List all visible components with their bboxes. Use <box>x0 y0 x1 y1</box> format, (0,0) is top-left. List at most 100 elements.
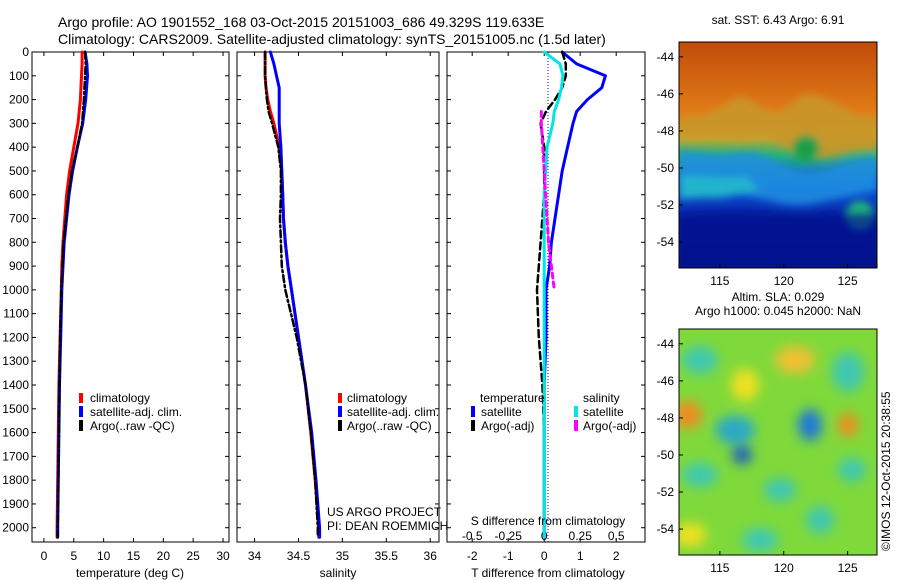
temperature-lines <box>55 50 89 539</box>
salinity-axes-box <box>236 51 440 543</box>
difference-xlabel: T difference from climatology <box>471 566 625 580</box>
map-x-tick-label: 120 <box>774 274 794 288</box>
map-x-tick-label: 125 <box>838 561 858 575</box>
y-tick-label: 200 <box>9 93 29 107</box>
salinity-x-ticks: 34 34.5 35 35.5 36 <box>248 52 437 563</box>
x-tick-label: 34.5 <box>287 549 311 563</box>
x-tick-label: 2 <box>613 549 620 563</box>
y-tick-label: 1000 <box>2 283 29 297</box>
difference-y-ticks <box>447 51 645 529</box>
map-y-tick-label: -48 <box>657 411 675 425</box>
map-y-tick-label: -46 <box>657 374 675 388</box>
chart-title: Argo profile: AO 1901552_168 03-Oct-2015… <box>58 14 545 30</box>
sst-y-ticks: -44 -46 -48 -50 -52 -54 <box>657 50 683 249</box>
legend-label-argo: Argo(..raw -QC) <box>90 419 175 433</box>
salinity-y-ticks <box>237 51 439 529</box>
sla-x-ticks: 115 120 125 <box>710 551 858 575</box>
y-tick-label: 1200 <box>2 330 29 344</box>
map-x-tick-label: 115 <box>710 274 729 288</box>
sla-y-ticks: -44 -46 -48 -50 -52 -54 <box>657 337 683 536</box>
salinity-panel: 34 34.5 35 35.5 36 salinity climatology sate… <box>236 50 448 580</box>
series-line-3 <box>542 50 565 539</box>
temperature-legend: climatology satellite-adj. clim. Argo(..… <box>79 391 182 433</box>
legend-swatch-climatology <box>79 393 83 403</box>
legend-swatch-s-argo <box>574 420 578 431</box>
series-line-3 <box>56 50 87 539</box>
difference-x-ticks: -2 -1 0 1 2 <box>467 52 620 563</box>
legend-swatch-argo <box>338 420 342 431</box>
sla-map: Altim. SLA: 0.029 Argo h1000: 0.045 h200… <box>657 290 893 575</box>
legend-group-temperature: temperature <box>480 391 545 405</box>
map-y-tick-label: -46 <box>657 87 675 101</box>
y-tick-label: 700 <box>9 212 29 226</box>
map-y-tick-label: -48 <box>657 124 675 138</box>
map-x-tick-label: 125 <box>838 274 858 288</box>
x-tick-label: 15 <box>127 549 141 563</box>
x-tick-label: 5 <box>70 549 77 563</box>
map-y-tick-label: -54 <box>657 235 675 249</box>
x-tick-label: 36 <box>424 549 438 563</box>
depth-y-ticks: 0 100 200 300 400 500 600 700 800 900 1000 1100 1200… <box>2 45 229 535</box>
y-tick-label: 600 <box>9 188 29 202</box>
x-tick-label: 0 <box>41 549 48 563</box>
legend-swatch-satellite <box>79 406 83 417</box>
map-y-tick-label: -52 <box>657 198 675 212</box>
y-tick-label: 0 <box>22 45 29 59</box>
y-tick-label: 1700 <box>2 449 29 463</box>
legend-label-s-satellite: satellite <box>583 405 624 419</box>
x-tick-label: 30 <box>216 549 230 563</box>
salinity-lines <box>263 50 322 539</box>
map-y-tick-label: -44 <box>657 337 675 351</box>
map-y-tick-label: -44 <box>657 50 675 64</box>
x-tick-label: 1 <box>577 549 584 563</box>
legend-group-salinity: salinity <box>583 391 620 405</box>
legend-swatch-satellite <box>338 406 342 417</box>
sst-map-title: sat. SST: 6.43 Argo: 6.91 <box>712 13 845 27</box>
legend-label-t-argo: Argo(-adj) <box>481 419 534 433</box>
sla-map-title-1: Altim. SLA: 0.029 <box>732 290 825 304</box>
map-y-tick-label: -52 <box>657 485 675 499</box>
salinity-xlabel: salinity <box>320 566 357 580</box>
chart-subtitle: Climatology: CARS2009. Satellite-adjuste… <box>58 31 606 47</box>
legend-label-argo: Argo(..raw -QC) <box>347 419 432 433</box>
temperature-x-ticks: 0 5 10 15 20 25 30 <box>41 52 230 563</box>
project-annotation: US ARGO PROJECT <box>327 505 442 519</box>
imos-credit: ©IMOS 12-Oct-2015 20:38:55 <box>879 391 893 551</box>
legend-label-t-satellite: satellite <box>481 405 522 419</box>
map-x-tick-label: 120 <box>774 561 794 575</box>
y-tick-label: 500 <box>9 164 29 178</box>
x-tick-label: 35 <box>336 549 350 563</box>
x2-tick-label: 0.5 <box>608 529 625 543</box>
y-tick-label: 100 <box>9 69 29 83</box>
sst-x-ticks: 115 120 125 <box>710 264 858 288</box>
temperature-panel: 0 5 10 15 20 25 30 0 100 200 300 400 500 600 700 800 90… <box>2 45 230 580</box>
legend-swatch-s-satellite <box>574 406 578 417</box>
salinity-difference-x-ticks: -0.5 -0.25 0 0.25 0.5 <box>462 529 625 543</box>
map-x-tick-label: 115 <box>710 561 729 575</box>
difference-legend: temperature salinity satellite Argo(-adj… <box>471 391 636 433</box>
y-tick-label: 1100 <box>3 307 29 321</box>
sst-map: sat. SST: 6.43 Argo: 6.91 -44 -46 -48 -50 -5… <box>657 13 878 288</box>
difference-panel: -2 -1 0 1 2 -0.5 -0.25 0 0.25 0.5 T difference f… <box>446 50 646 580</box>
series-line-3 <box>263 50 320 539</box>
map-y-tick-label: -50 <box>657 161 675 175</box>
y-tick-label: 900 <box>9 259 29 273</box>
legend-swatch-climatology <box>338 393 342 403</box>
x-tick-label: 34 <box>248 549 262 563</box>
sla-features <box>679 346 866 552</box>
x-tick-label: -1 <box>503 549 514 563</box>
sla-map-title-2: Argo h1000: 0.045 h2000: NaN <box>695 304 861 318</box>
sla-map-frame <box>678 328 878 556</box>
sst-map-frame <box>678 41 878 269</box>
salinity-difference-xlabel: S difference from climatology <box>471 514 626 528</box>
x2-tick-label: -0.25 <box>495 529 523 543</box>
x-tick-label: 20 <box>157 549 171 563</box>
series-line-2 <box>268 50 322 539</box>
pi-annotation: PI: DEAN ROEMMICH <box>327 519 448 533</box>
y-tick-label: 1900 <box>2 497 29 511</box>
y-tick-label: 800 <box>9 235 29 249</box>
salinity-legend: climatology satellite-adj. clim. Argo(..… <box>338 391 439 433</box>
y-tick-label: 2000 <box>2 521 29 535</box>
legend-swatch-argo <box>79 420 83 431</box>
